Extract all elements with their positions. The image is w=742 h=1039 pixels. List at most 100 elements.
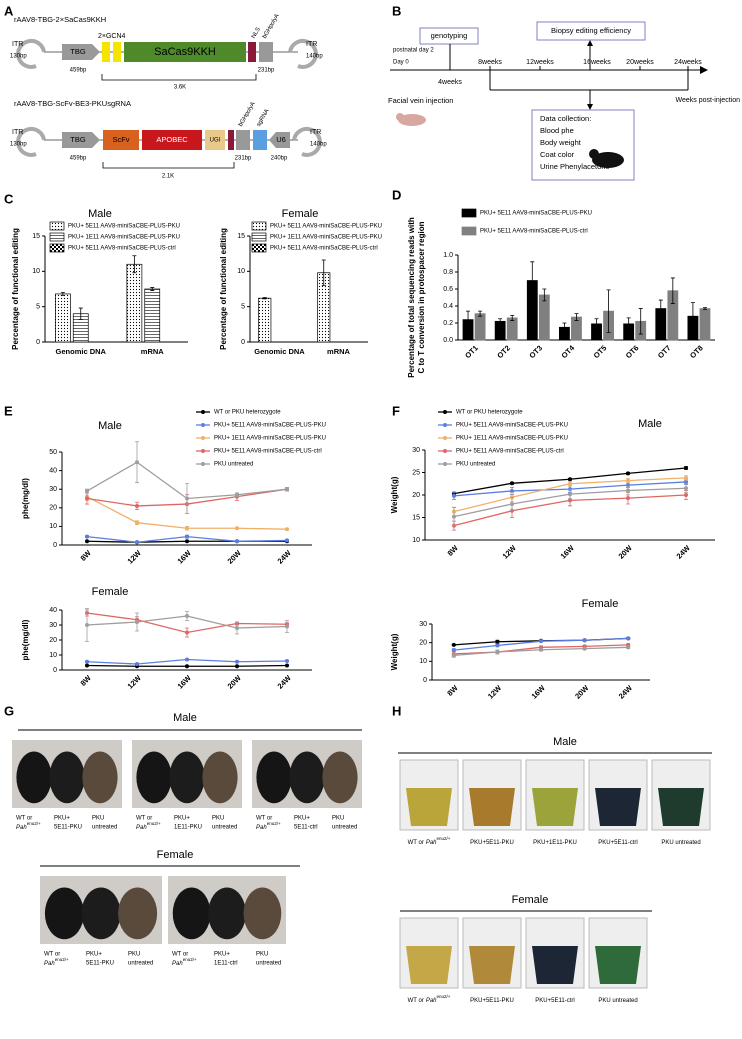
- bar: [699, 308, 711, 341]
- promoter-arrow: [62, 44, 100, 60]
- itr-label: ITR: [306, 41, 317, 48]
- panel-label: E: [4, 403, 13, 418]
- photo-label: untreated: [332, 825, 357, 831]
- nls-label: NLS: [251, 27, 262, 40]
- mouse: [208, 887, 246, 940]
- photo-label: PKU: [92, 816, 104, 822]
- y-tick-label: 0.2: [443, 320, 453, 327]
- data-point: [539, 647, 543, 652]
- data-point: [626, 478, 630, 483]
- bar: [474, 313, 486, 341]
- photo-label: Pahenu2/+: [136, 821, 161, 830]
- tube-liquid: [469, 788, 515, 826]
- photo: [132, 740, 242, 808]
- nls-block: [228, 130, 234, 150]
- data-point: [235, 659, 239, 664]
- arrow-head: [587, 40, 593, 46]
- data-point: [495, 639, 500, 644]
- mouse: [169, 751, 205, 804]
- legend-swatch: [201, 462, 205, 466]
- mouse: [289, 751, 325, 804]
- data-point: [510, 502, 514, 506]
- chart: Female phe(mg/dl) 0 10 20 30 40 8W 12W 16W 20W 24W: [21, 586, 312, 691]
- data-point: [568, 477, 572, 482]
- photo: [12, 740, 122, 808]
- legend-label: PKU+ 5E11 AAV8-miniSaCBE-PLUS-PKU: [456, 423, 568, 429]
- legend-swatch: [201, 449, 205, 453]
- data-point: [135, 520, 139, 525]
- data-point: [582, 638, 587, 643]
- tube-text: PKU+5E11-PKU: [470, 840, 514, 846]
- data-point: [626, 488, 630, 493]
- polya-block: [236, 130, 250, 150]
- y-axis-label: Percentage of functional editing: [11, 228, 20, 350]
- genotyping-label: genotyping: [431, 31, 468, 40]
- genotype-allele: enu2/+: [27, 821, 41, 826]
- x-tick-label: OT2: [495, 343, 512, 360]
- collection-item: Coat color: [540, 150, 575, 159]
- photo-label: untreated: [212, 825, 237, 831]
- photo-label: PKU: [256, 952, 268, 958]
- data-point: [582, 646, 587, 651]
- y-tick-label: 0: [53, 667, 57, 674]
- x-tick-label: 8W: [78, 673, 93, 688]
- chart-title: Female: [582, 598, 619, 610]
- tube-photo: [462, 917, 522, 989]
- x-tick-label: 20W: [573, 683, 591, 701]
- y-tick-label: 20: [412, 492, 420, 499]
- data-point: [135, 503, 139, 508]
- data-point: [235, 492, 239, 497]
- collection-bracket: [490, 89, 688, 106]
- legend-label: PKU+ 1E11 AAV8-miniSaCBE-PLUS-PKU: [68, 235, 180, 241]
- genotype-allele: enu2/+: [437, 836, 451, 841]
- y-axis-label: Percentage of functional editing: [219, 228, 228, 350]
- data-point: [85, 489, 89, 494]
- error-bar: [466, 310, 471, 329]
- promoter-label: TBG: [70, 135, 86, 144]
- error-bar: [626, 317, 631, 331]
- chart: Male Weight(g) 10 15 20 25 30 8W 12W 16W 20W 24W WT …: [390, 410, 715, 561]
- legend-swatch: [251, 232, 267, 242]
- photo-label: PKU: [212, 816, 224, 822]
- apobec-label: APOBEC: [156, 135, 188, 144]
- photo-label: WT or: [44, 952, 60, 958]
- tube-text: PKU untreated: [661, 840, 700, 846]
- itr-size: 140bp: [310, 142, 327, 148]
- error-bar: [670, 277, 675, 304]
- x-tick-label: Genomic DNA: [56, 347, 107, 356]
- apobec-block: [142, 130, 202, 150]
- error-bar: [530, 261, 535, 300]
- legend-label: PKU+ 5E11 AAV8-miniSaCBE-PLUS-ctrl: [68, 246, 176, 252]
- tube-liquid: [658, 788, 704, 826]
- error-bar: [658, 299, 663, 318]
- data-point: [85, 539, 89, 544]
- construct-title: rAAV8-TBG-ScFv-BE3-PKUsgRNA: [14, 99, 131, 108]
- timeline-label: Day 0: [393, 60, 409, 66]
- data-point: [185, 496, 189, 501]
- u6-label: U6: [276, 135, 286, 144]
- legend-label: PKU untreated: [214, 462, 253, 468]
- photo-label: WT or: [16, 816, 32, 822]
- y-axis-label: C to T conversion in protospacer region: [417, 221, 426, 373]
- data-point: [185, 539, 189, 544]
- legend-swatch: [443, 423, 447, 427]
- y-axis-label: phe(mg/dl): [21, 478, 30, 519]
- photo-label: Pahenu2/+: [44, 957, 69, 966]
- genotype: Pah: [136, 825, 147, 831]
- y-tick-label: 10: [49, 652, 57, 659]
- tube-photo: [462, 759, 522, 831]
- panel-a: rAAV8-TBG-2×SaCas9KKH ITR 130bp TBG 459b…: [10, 13, 327, 179]
- axis-label: Weeks post-injection: [676, 97, 741, 104]
- photo-label: 5E11-ctrl: [294, 825, 318, 831]
- data-point: [568, 498, 572, 503]
- legend-swatch: [443, 436, 447, 440]
- genotyping-box: [419, 27, 479, 45]
- panel-b: postnatal day 2 Day 0 genotyping 4weeks …: [388, 21, 741, 181]
- data-point: [684, 479, 688, 484]
- timeline-arrow: [700, 66, 708, 74]
- chart: Percentage of total sequencing reads wit…: [407, 208, 715, 378]
- tube-photo: [525, 917, 585, 989]
- data-point: [285, 487, 289, 492]
- biopsy-label: Biopsy editing efficiency: [551, 26, 631, 35]
- data-point: [452, 493, 456, 498]
